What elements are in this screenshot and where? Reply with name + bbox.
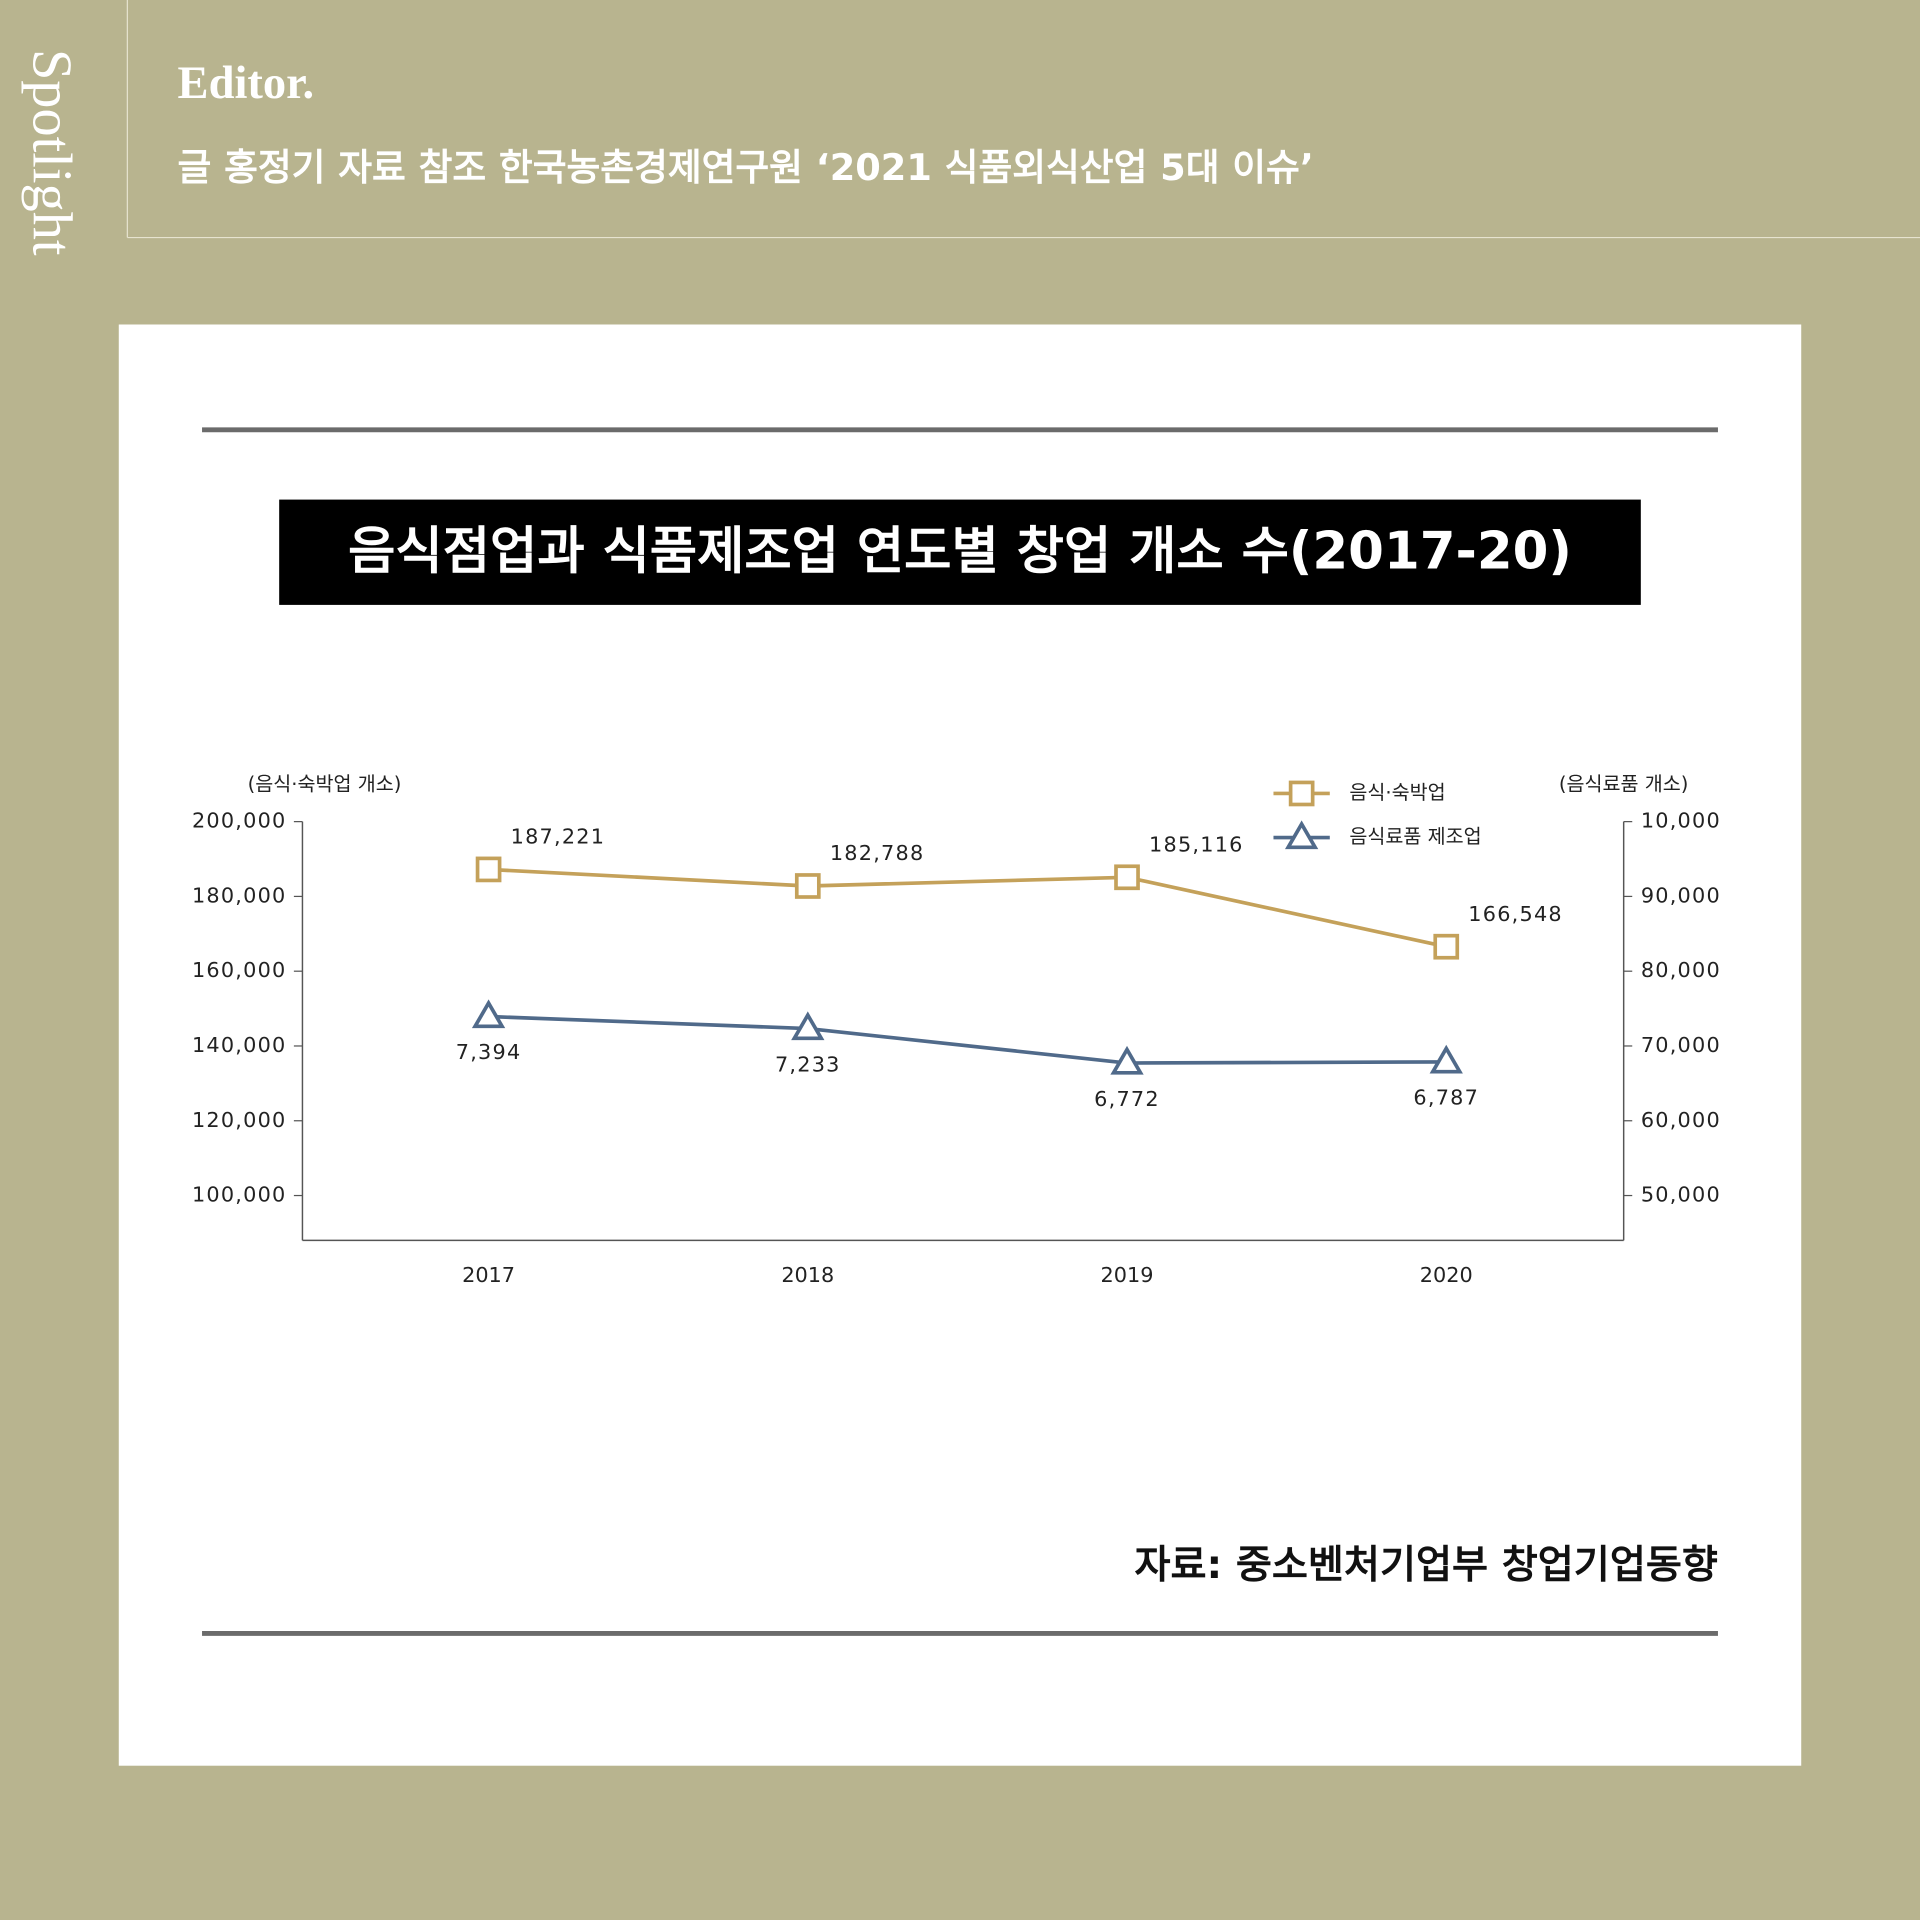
- y-tick-label: 160,000: [192, 958, 287, 982]
- y2-tick-label: 50,000: [1641, 1183, 1721, 1207]
- y-tick-label: 140,000: [192, 1033, 287, 1057]
- y2-tick-label: 90,000: [1641, 883, 1721, 907]
- y-tick-label: 200,000: [192, 809, 287, 833]
- value-label: 7,394: [456, 1040, 522, 1064]
- side-label: Spotlight: [21, 49, 83, 256]
- value-label: 6,772: [1094, 1087, 1160, 1111]
- value-label: 166,548: [1468, 902, 1563, 926]
- point: [1429, 1044, 1463, 1074]
- value-label: 182,788: [830, 841, 925, 865]
- y2-axis-title: (음식료품 개소): [1559, 772, 1689, 795]
- legend-label: 음식·숙박업: [1349, 781, 1445, 804]
- value-label: 6,787: [1413, 1086, 1479, 1110]
- point: [1114, 864, 1140, 891]
- x-tick-label: 2017: [462, 1263, 515, 1287]
- point: [791, 1011, 825, 1041]
- value-label: 187,221: [511, 825, 606, 849]
- point: [1110, 1045, 1144, 1075]
- legend-marker: [1284, 820, 1319, 850]
- source: 자료: 중소벤처기업부 창업기업동향: [1134, 1543, 1718, 1588]
- x-tick-label: 2020: [1420, 1263, 1473, 1287]
- y2-tick-label: 10,000: [1641, 809, 1721, 833]
- x-tick-label: 2018: [781, 1263, 834, 1287]
- y-axis-title: (음식·숙박업 개소): [248, 772, 402, 795]
- value-label: 7,233: [775, 1052, 841, 1076]
- series-line: [488, 867, 1447, 949]
- point: [1433, 933, 1460, 960]
- credit: 글 홍정기 자료 참조 한국농촌경제연구원 ‘2021 식품외식산업 5대 이슈…: [178, 146, 1314, 189]
- y2-tick-label: 70,000: [1641, 1033, 1721, 1057]
- y2-tick-label: 60,000: [1641, 1108, 1721, 1132]
- y-tick-label: 100,000: [192, 1183, 287, 1207]
- x-tick-label: 2019: [1101, 1263, 1154, 1287]
- legend-label: 음식료품 제조업: [1349, 825, 1481, 848]
- title-box: [279, 499, 1641, 605]
- point: [475, 856, 502, 883]
- chart-title: 음식점업과 식품제조업 연도별 창업 개소 수(2017-20): [348, 522, 1572, 582]
- y2-tick-label: 80,000: [1641, 958, 1721, 982]
- value-label: 185,116: [1149, 832, 1244, 856]
- y-tick-label: 180,000: [192, 883, 287, 907]
- y-tick-label: 120,000: [192, 1108, 287, 1132]
- series-line: [488, 1014, 1447, 1065]
- editor: Editor.: [178, 58, 315, 109]
- legend-marker: [1288, 780, 1315, 807]
- point: [794, 873, 821, 899]
- point: [471, 999, 506, 1029]
